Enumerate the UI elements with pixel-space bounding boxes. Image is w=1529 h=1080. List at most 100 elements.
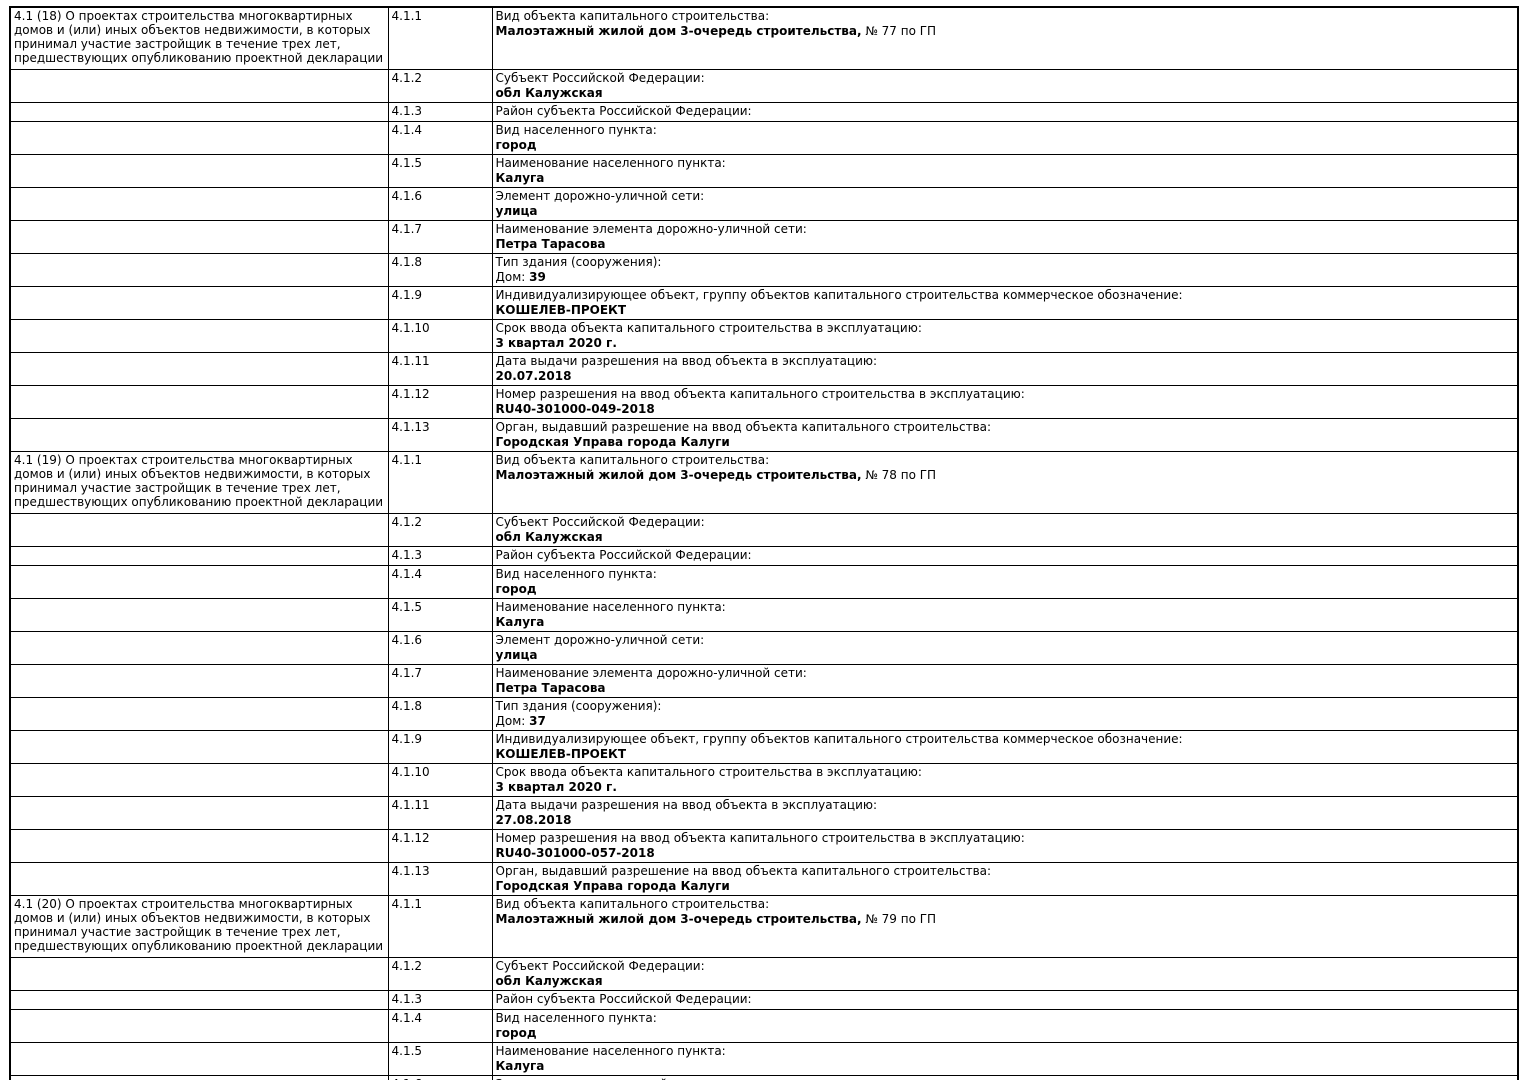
- table-row: 4.1.4 Вид населенного пункта: город: [9, 121, 1519, 155]
- section-description-empty-cell: [9, 286, 389, 320]
- section-description-empty-cell: [9, 796, 389, 830]
- section-description-empty-cell: [9, 69, 389, 103]
- field-cell: Наименование элемента дорожно-уличной се…: [491, 664, 1519, 698]
- table-row: 4.1.11 Дата выдачи разрешения на ввод объ…: [9, 352, 1519, 386]
- table-row: 4.1.2 Субъект Российской Федерации: обл Ка…: [9, 69, 1519, 103]
- field-value-line: 3 квартал 2020 г.: [496, 780, 1515, 795]
- table-row: 4.1.12 Номер разрешения на ввод объекта к…: [9, 385, 1519, 419]
- row-code-cell: 4.1.6: [387, 1075, 493, 1080]
- table-row: 4.1.13 Орган, выдавший разрешение на ввод…: [9, 862, 1519, 896]
- table-row: 4.1.10 Срок ввода объекта капитального ст…: [9, 319, 1519, 353]
- field-label: Район субъекта Российской Федерации:: [495, 992, 752, 1006]
- row-code: 4.1.1: [391, 897, 423, 911]
- row-code: 4.1.2: [391, 959, 423, 973]
- table-row: 4.1 (18) О проектах строительства многок…: [9, 6, 1519, 70]
- field-label: Район субъекта Российской Федерации:: [495, 548, 752, 562]
- section-description-empty-cell: [9, 121, 389, 155]
- field-value: Городская Управа города Калуги: [495, 879, 730, 893]
- field-value-line: Дом: 37: [496, 714, 1515, 729]
- table-row: 4.1.8 Тип здания (сооружения): Дом: 39: [9, 253, 1519, 287]
- field-cell: Район субъекта Российской Федерации:: [491, 102, 1519, 122]
- section-description-empty-cell: [9, 352, 389, 386]
- section-description-empty-cell: [9, 385, 389, 419]
- row-code: 4.1.3: [391, 548, 423, 562]
- field-value: Калуга: [495, 615, 545, 629]
- table-row: 4.1.11 Дата выдачи разрешения на ввод объ…: [9, 796, 1519, 830]
- field-value-line: Петра Тарасова: [496, 237, 1515, 252]
- row-code: 4.1.3: [391, 104, 423, 118]
- row-code: 4.1.1: [391, 453, 423, 467]
- row-code: 4.1.9: [391, 288, 423, 302]
- field-value-line: Городская Управа города Калуги: [496, 435, 1515, 450]
- field-value-suffix: № 77 по ГП: [861, 24, 937, 38]
- row-code-cell: 4.1.3: [387, 990, 493, 1010]
- field-value: обл Калужская: [495, 974, 603, 988]
- field-value: улица: [495, 204, 538, 218]
- field-value: обл Калужская: [495, 530, 603, 544]
- section-description-cell: 4.1 (20) О проектах строительства многок…: [9, 895, 389, 958]
- table-row: 4.1.4 Вид населенного пункта: город: [9, 565, 1519, 599]
- row-code-cell: 4.1.6: [387, 187, 493, 221]
- field-cell: Вид объекта капитального строительства: М…: [491, 451, 1519, 514]
- row-code-cell: 4.1.2: [387, 957, 493, 991]
- row-code: 4.1.13: [391, 420, 430, 434]
- field-cell: Орган, выдавший разрешение на ввод объек…: [491, 862, 1519, 896]
- section-description-empty-cell: [9, 957, 389, 991]
- field-cell: Номер разрешения на ввод объекта капитал…: [491, 385, 1519, 419]
- field-value: Городская Управа города Калуги: [495, 435, 730, 449]
- field-label: Район субъекта Российской Федерации:: [495, 104, 752, 118]
- field-value: 27.08.2018: [495, 813, 572, 827]
- field-value-line: город: [496, 582, 1515, 597]
- table-row: 4.1.9 Индивидуализирующее объект, группу …: [9, 730, 1519, 764]
- row-code-cell: 4.1.4: [387, 565, 493, 599]
- table-row: 4.1.3 Район субъекта Российской Федерации…: [9, 102, 1519, 122]
- section-description: 4.1 (18) О проектах строительства многок…: [14, 9, 384, 65]
- field-value-line: улица: [496, 204, 1515, 219]
- row-code: 4.1.13: [391, 864, 430, 878]
- field-value-line: Калуга: [496, 171, 1515, 186]
- row-code: 4.1.3: [391, 992, 423, 1006]
- field-label: Наименование элемента дорожно-уличной се…: [495, 222, 807, 236]
- field-value-line: Калуга: [496, 615, 1515, 630]
- row-code: 4.1.12: [391, 387, 430, 401]
- field-label: Индивидуализирующее объект, группу объек…: [495, 288, 1183, 302]
- project-declaration-table: 4.1 (18) О проектах строительства многок…: [9, 6, 1519, 1080]
- field-value-line: обл Калужская: [496, 86, 1515, 101]
- row-code: 4.1.4: [391, 567, 423, 581]
- field-cell: Элемент дорожно-уличной сети:улица: [491, 1075, 1519, 1080]
- field-value: RU40-301000-057-2018: [495, 846, 655, 860]
- field-value-line: Малоэтажный жилой дом 3-очередь строител…: [496, 24, 1515, 39]
- field-label: Индивидуализирующее объект, группу объек…: [495, 732, 1183, 746]
- field-value-line: город: [496, 138, 1515, 153]
- row-code-cell: 4.1.10: [387, 319, 493, 353]
- table-row: 4.1 (20) О проектах строительства многок…: [9, 895, 1519, 958]
- field-label: Срок ввода объекта капитального строител…: [495, 321, 922, 335]
- field-cell: Район субъекта Российской Федерации:: [491, 990, 1519, 1010]
- field-cell: Вид населенного пункта: город: [491, 1009, 1519, 1043]
- row-code-cell: 4.1.8: [387, 697, 493, 731]
- section-description-empty-cell: [9, 1075, 389, 1080]
- field-label: Вид объекта капитального строительства:: [495, 453, 770, 467]
- field-value: 39: [529, 270, 546, 284]
- field-value: город: [495, 1026, 537, 1040]
- field-label: Вид объекта капитального строительства:: [495, 897, 770, 911]
- table-row: 4.1.13 Орган, выдавший разрешение на ввод…: [9, 418, 1519, 452]
- field-value-line: обл Калужская: [496, 530, 1515, 545]
- field-value: 37: [529, 714, 546, 728]
- row-code-cell: 4.1.2: [387, 513, 493, 547]
- field-cell: Вид населенного пункта: город: [491, 121, 1519, 155]
- row-code-cell: 4.1.11: [387, 352, 493, 386]
- table-row: 4.1 (19) О проектах строительства многок…: [9, 451, 1519, 514]
- table-row: 4.1.6 Элемент дорожно-уличной сети:улица: [9, 187, 1519, 221]
- table-row: 4.1.5 Наименование населенного пункта: Кал…: [9, 154, 1519, 188]
- row-code: 4.1.11: [391, 354, 430, 368]
- field-label: Наименование элемента дорожно-уличной се…: [495, 666, 807, 680]
- field-value: Малоэтажный жилой дом 3-очередь строител…: [495, 468, 862, 482]
- field-value: КОШЕЛЕВ-ПРОЕКТ: [495, 747, 627, 761]
- row-code-cell: 4.1.5: [387, 1042, 493, 1076]
- field-value-line: КОШЕЛЕВ-ПРОЕКТ: [496, 747, 1515, 762]
- row-code-cell: 4.1.10: [387, 763, 493, 797]
- row-code-cell: 4.1.7: [387, 664, 493, 698]
- field-cell: Вид объекта капитального строительства: М…: [491, 895, 1519, 958]
- field-cell: Район субъекта Российской Федерации:: [491, 546, 1519, 566]
